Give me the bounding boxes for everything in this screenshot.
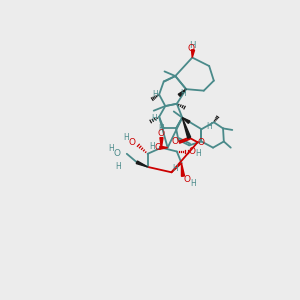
Text: H: H	[116, 162, 121, 171]
Text: O: O	[188, 44, 195, 53]
Polygon shape	[160, 138, 163, 148]
Text: H: H	[151, 114, 157, 123]
Text: H: H	[152, 90, 158, 99]
Text: H: H	[195, 149, 200, 158]
Text: H: H	[123, 133, 129, 142]
Polygon shape	[191, 50, 195, 58]
Text: O: O	[158, 128, 165, 137]
Polygon shape	[182, 163, 184, 176]
Text: O: O	[155, 143, 162, 152]
Text: H: H	[149, 142, 155, 152]
Text: O: O	[189, 147, 196, 156]
Polygon shape	[178, 89, 186, 96]
Polygon shape	[136, 161, 148, 167]
Text: O: O	[183, 176, 190, 184]
Text: H: H	[180, 89, 186, 98]
Polygon shape	[160, 146, 168, 149]
Text: H: H	[190, 178, 196, 188]
Text: O: O	[198, 138, 205, 147]
Text: H: H	[109, 144, 114, 153]
Text: H: H	[172, 164, 178, 173]
Text: O: O	[129, 138, 136, 147]
Polygon shape	[182, 118, 190, 123]
Text: O: O	[113, 148, 120, 158]
Text: H: H	[159, 124, 164, 133]
Text: H: H	[189, 41, 196, 50]
Text: H: H	[206, 122, 212, 130]
Text: O: O	[172, 137, 179, 146]
Polygon shape	[182, 118, 190, 138]
